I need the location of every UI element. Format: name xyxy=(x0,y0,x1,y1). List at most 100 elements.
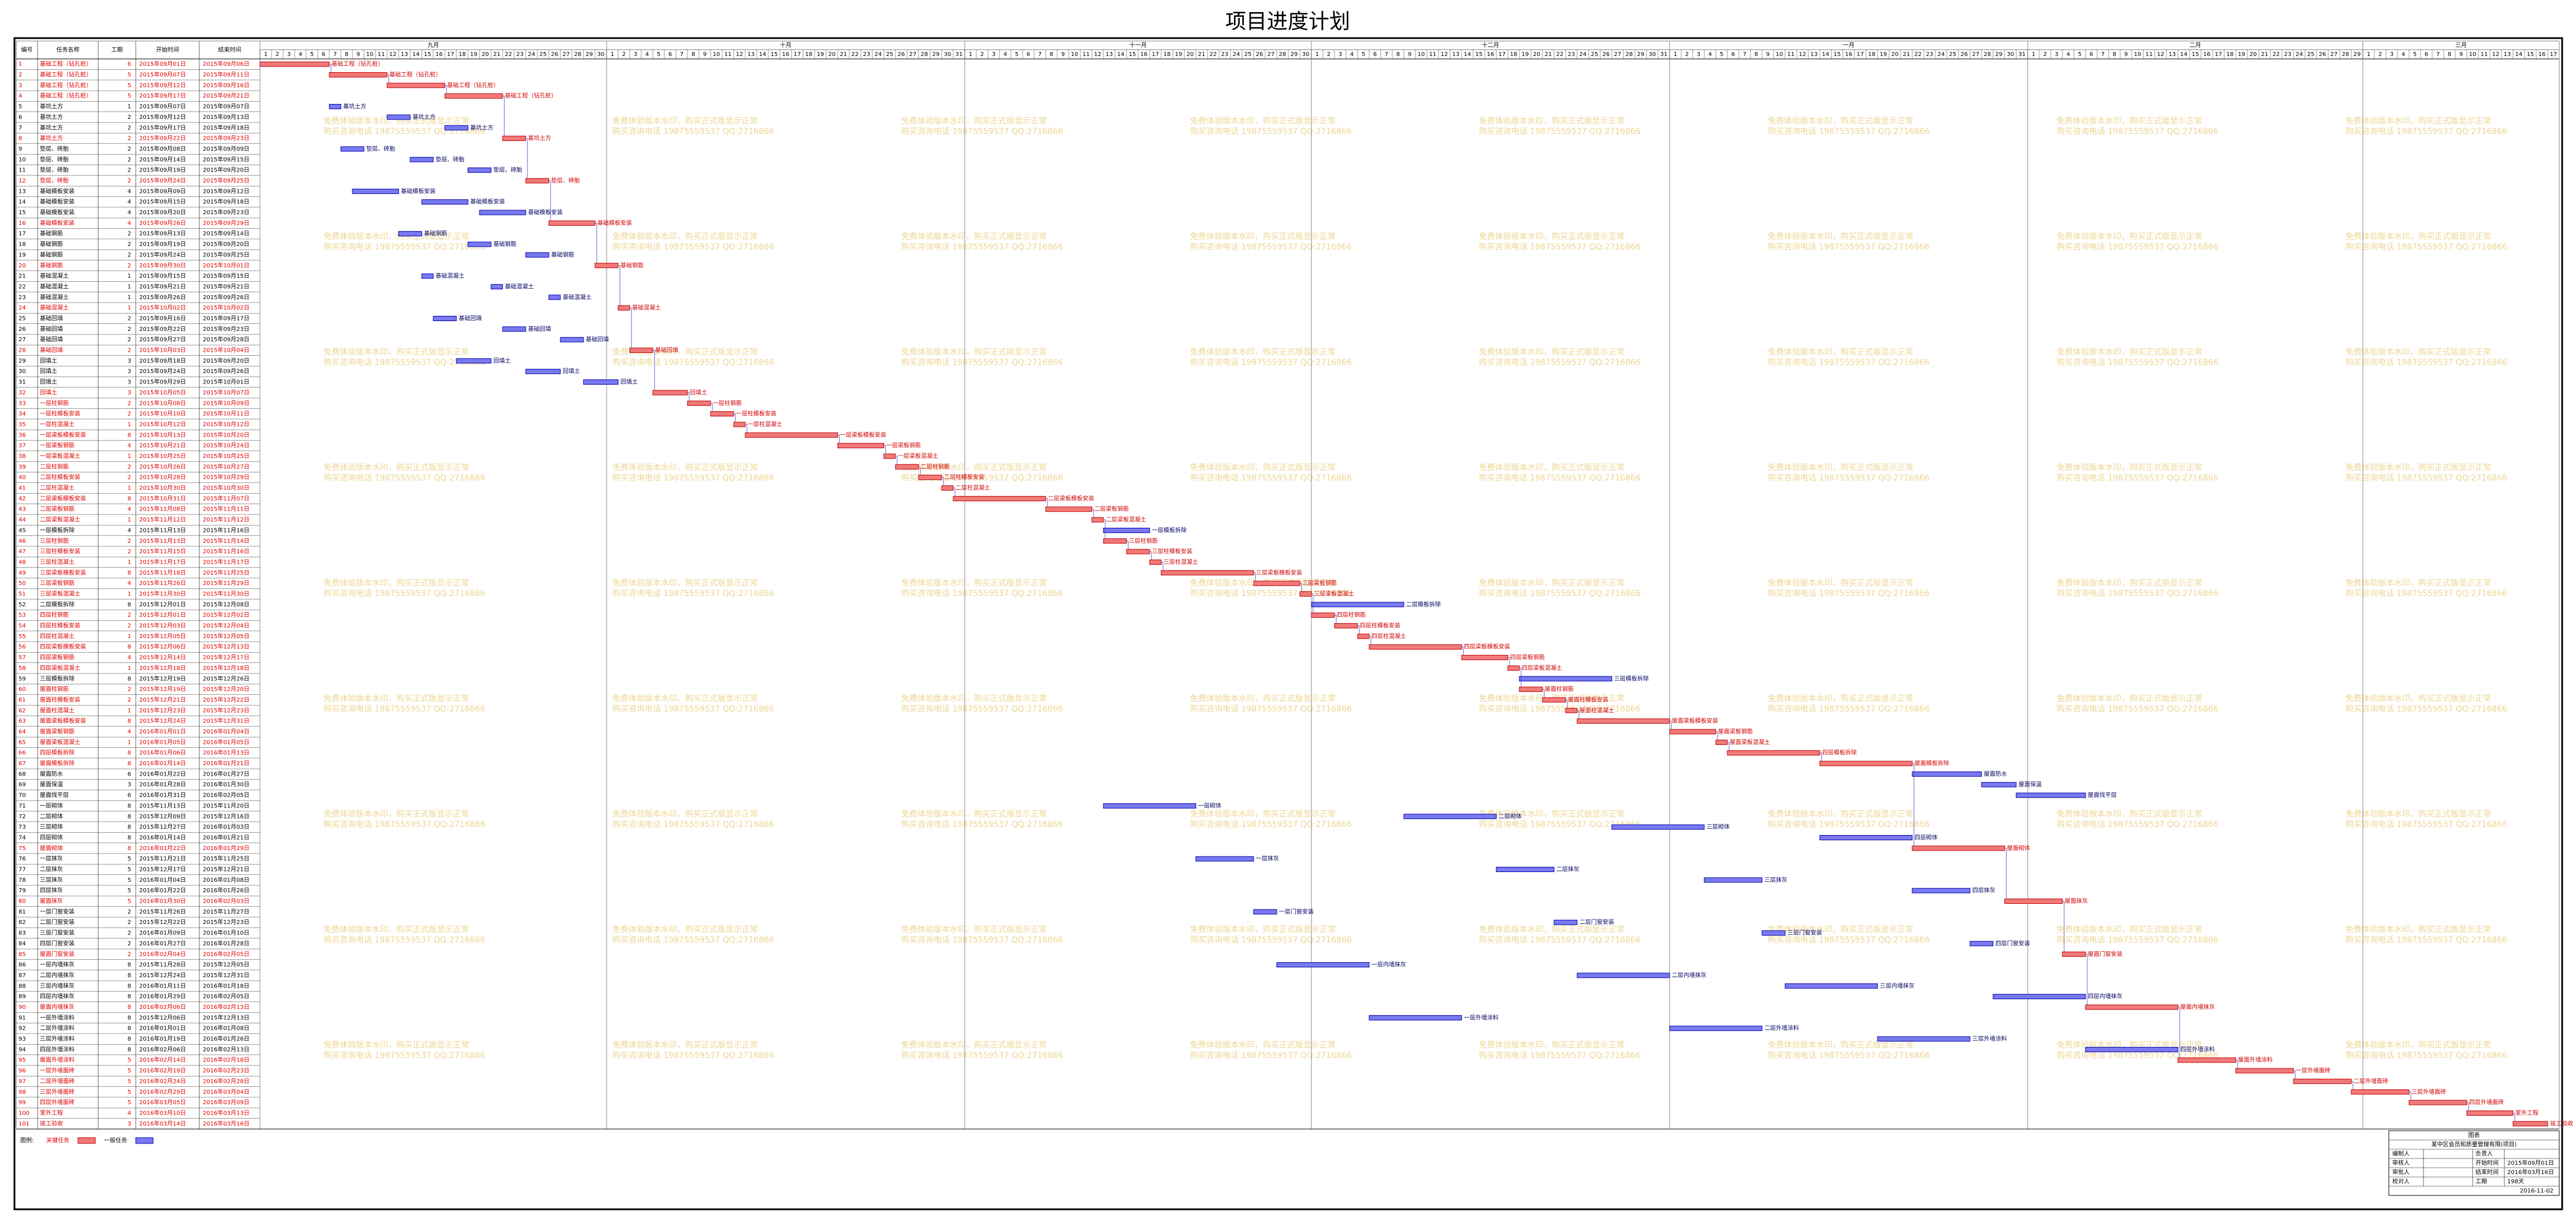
task-end: 2015年09月13日 xyxy=(203,113,250,121)
task-name: 屋面抹灰 xyxy=(40,897,63,905)
task-id: 35 xyxy=(18,422,26,428)
task-end: 2016年03月09日 xyxy=(203,1098,250,1106)
task-duration: 4 xyxy=(128,729,131,735)
day-label: 26 xyxy=(1961,51,1968,58)
day-label: 9 xyxy=(356,51,360,58)
task-end: 2016年02月03日 xyxy=(203,897,250,905)
task-duration: 5 xyxy=(128,1068,131,1074)
day-label: 22 xyxy=(505,51,512,58)
watermark: 购买咨询电话 19875559537 QQ:2716866 xyxy=(901,589,1063,598)
day-label: 6 xyxy=(1027,51,1030,58)
task-name: 二层抹灰 xyxy=(40,866,63,873)
task-duration: 8 xyxy=(128,1004,131,1011)
bar-label: 四层梁板混凝土 xyxy=(1522,664,1562,672)
info-cell: 2015年09月01日 xyxy=(2507,1159,2554,1167)
task-name: 基坑土方 xyxy=(40,103,63,110)
bar-label: 二层梁板混凝土 xyxy=(1106,516,1146,523)
task-name: 三层砌体 xyxy=(40,824,63,830)
task-duration: 8 xyxy=(128,1015,131,1021)
task-name: 基础模板安装 xyxy=(40,208,75,216)
watermark: 购买咨询电话 19875559537 QQ:2716866 xyxy=(2345,589,2507,598)
task-start: 2016年01月31日 xyxy=(139,791,186,799)
task-id: 39 xyxy=(18,464,26,470)
bar-label: 三层外墙面砖 xyxy=(2411,1088,2446,1096)
task-bar xyxy=(1553,919,1578,925)
task-duration: 8 xyxy=(128,495,131,502)
task-id: 32 xyxy=(18,390,26,396)
task-start: 2015年12月24日 xyxy=(139,717,186,725)
task-name: 基础钢筋 xyxy=(40,230,63,237)
task-end: 2015年09月26日 xyxy=(203,367,250,375)
task-duration: 5 xyxy=(128,1089,131,1096)
info-cell: 审核人 xyxy=(2392,1159,2410,1167)
task-start: 2015年09月09日 xyxy=(139,187,186,195)
task-end: 2015年12月13日 xyxy=(203,643,250,650)
task-id: 37 xyxy=(18,443,26,449)
task-name: 回填土 xyxy=(40,389,57,396)
task-name: 基础钢筋 xyxy=(40,262,63,269)
task-start: 2015年10月03日 xyxy=(139,347,186,354)
task-bar xyxy=(1577,973,1670,978)
page-title: 项目进度计划 xyxy=(1225,10,1350,33)
task-start: 2015年12月05日 xyxy=(139,632,186,640)
watermark: 免费体验版本水印，购买正式版显示正常 xyxy=(1479,579,1625,588)
watermark: 免费体验版本水印，购买正式版显示正常 xyxy=(324,463,469,472)
day-label: 20 xyxy=(1533,51,1541,58)
day-label: 23 xyxy=(1221,51,1229,58)
day-label: 8 xyxy=(1754,51,1758,58)
day-label: 5 xyxy=(1362,51,1365,58)
task-id: 61 xyxy=(18,697,26,703)
bar-label: 屋面梁板模板安装 xyxy=(1672,717,1718,725)
task-duration: 8 xyxy=(128,750,131,757)
bar-label: 三层抹灰 xyxy=(1764,876,1787,884)
watermark: 购买咨询电话 19875559537 QQ:2716866 xyxy=(2345,820,2507,829)
task-start: 2016年01月14日 xyxy=(139,759,186,767)
task-id: 27 xyxy=(18,337,26,343)
task-name: 四层柱混凝土 xyxy=(40,632,75,640)
task-duration: 3 xyxy=(128,390,131,396)
task-end: 2015年09月23日 xyxy=(203,208,250,216)
day-label: 2 xyxy=(980,51,984,58)
watermark: 购买咨询电话 19875559537 QQ:2716866 xyxy=(612,820,774,829)
task-start: 2016年01月28日 xyxy=(139,781,186,788)
task-name: 基础回填 xyxy=(40,347,63,354)
task-start: 2016年02月14日 xyxy=(139,1056,186,1064)
watermark: 购买咨询电话 19875559537 QQ:2716866 xyxy=(324,936,485,945)
task-duration: 4 xyxy=(128,506,131,513)
task-end: 2016年01月26日 xyxy=(203,886,250,894)
day-label: 1 xyxy=(2367,51,2370,58)
task-id: 50 xyxy=(18,580,26,587)
bar-label: 二层门窗安装 xyxy=(1579,918,1614,926)
frame xyxy=(13,37,2563,1210)
bar-label: 屋面梁板钢筋 xyxy=(1718,728,1753,735)
bar-label: 三层内墙抹灰 xyxy=(1880,982,1915,989)
task-start: 2016年03月14日 xyxy=(139,1120,186,1127)
connector xyxy=(2467,1102,2469,1111)
connector xyxy=(2178,1007,2180,1058)
task-name: 屋面柱混凝土 xyxy=(40,706,75,714)
watermark: 购买咨询电话 19875559537 QQ:2716866 xyxy=(2345,358,2507,367)
bar-label: 基础模板安装 xyxy=(401,187,436,195)
watermark: 购买咨询电话 19875559537 QQ:2716866 xyxy=(612,1051,774,1060)
day-label: 7 xyxy=(680,51,683,58)
task-id: 97 xyxy=(18,1078,26,1085)
watermark: 购买咨询电话 19875559537 QQ:2716866 xyxy=(2057,358,2218,367)
task-bar xyxy=(895,464,919,470)
day-label: 12 xyxy=(1094,51,1102,58)
day-label: 21 xyxy=(1903,51,1910,58)
task-duration: 3 xyxy=(128,782,131,788)
task-start: 2015年10月21日 xyxy=(139,442,186,449)
task-end: 2015年09月15日 xyxy=(203,272,250,280)
column-header: 编号 xyxy=(21,46,33,54)
day-label: 3 xyxy=(2390,51,2393,58)
day-label: 25 xyxy=(2307,51,2315,58)
task-name: 基础回填 xyxy=(40,325,63,333)
day-label: 7 xyxy=(2436,51,2440,58)
task-bar xyxy=(618,305,630,311)
day-label: 9 xyxy=(1766,51,1770,58)
task-duration: 2 xyxy=(128,411,131,418)
day-label: 9 xyxy=(1061,51,1065,58)
task-duration: 2 xyxy=(128,941,131,947)
task-id: 59 xyxy=(18,676,26,682)
day-label: 20 xyxy=(482,51,489,58)
